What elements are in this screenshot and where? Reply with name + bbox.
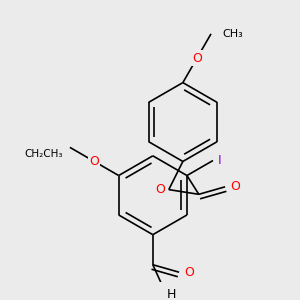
Text: CH₃: CH₃ <box>222 29 243 39</box>
Text: I: I <box>218 154 221 167</box>
Text: O: O <box>192 52 202 65</box>
Text: CH₂CH₃: CH₂CH₃ <box>24 149 62 159</box>
Text: H: H <box>167 288 176 300</box>
Text: O: O <box>231 180 241 193</box>
Text: O: O <box>155 183 165 196</box>
Text: O: O <box>185 266 195 279</box>
Text: O: O <box>89 155 99 168</box>
